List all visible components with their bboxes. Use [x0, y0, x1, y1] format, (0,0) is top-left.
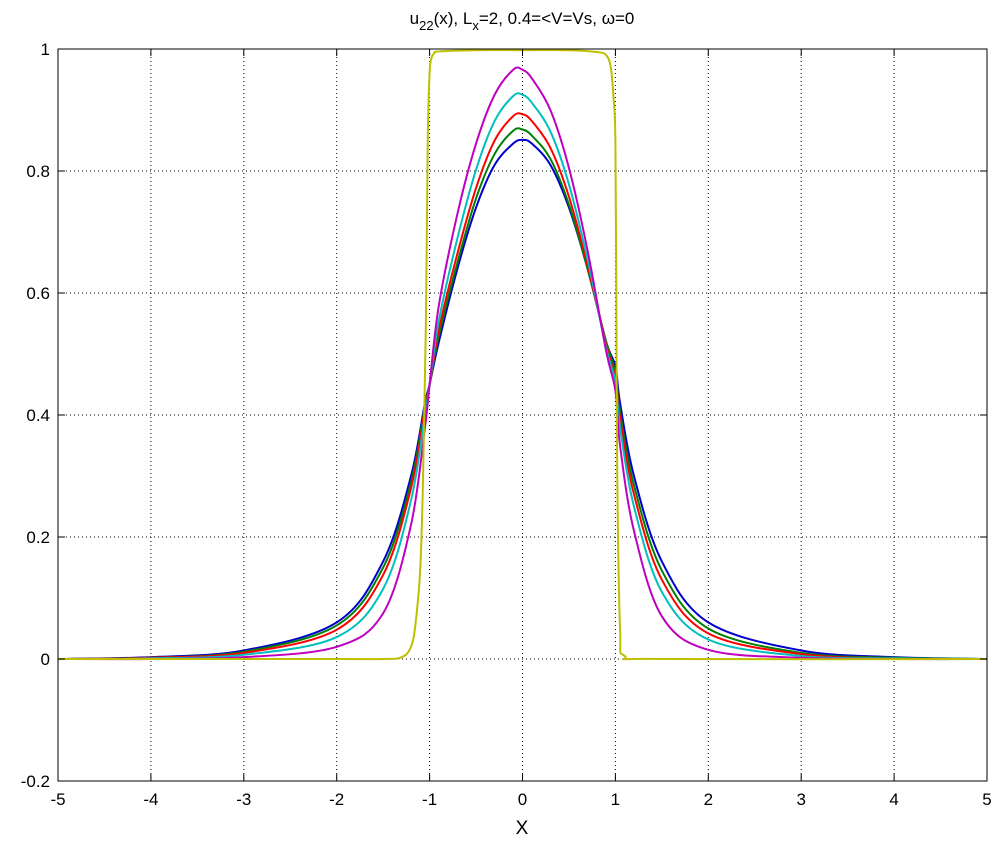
x-tick-label: -2	[329, 790, 344, 809]
title-L-subscript: x	[472, 18, 479, 33]
grid-lines	[58, 49, 987, 781]
title-part4: =0	[615, 9, 634, 28]
x-tick-label: -4	[143, 790, 158, 809]
title-u: u	[410, 9, 419, 28]
x-tick-label: 4	[889, 790, 898, 809]
title-omega: ω	[602, 9, 615, 28]
series-line-3	[57, 112, 988, 660]
chart-title: u22(x), Lx=2, 0.4=<V=Vs, ω=0	[410, 9, 635, 33]
axis-ticks: -5 -4 -3 -2 -1 0 1 2 3 4 5 -0.2 0 0.2 0.4 0.6 0.8 1	[21, 40, 992, 809]
title-part3: =2, 0.4=<V=Vs,	[479, 9, 602, 28]
series-line-5	[57, 66, 988, 661]
x-tick-label: -5	[50, 790, 65, 809]
y-tick-label: 0.2	[26, 528, 50, 547]
title-u-subscript: 22	[419, 18, 433, 33]
series-line-2	[57, 127, 988, 660]
x-tick-label: 0	[518, 790, 527, 809]
x-tick-label: 1	[611, 790, 620, 809]
y-tick-label: 1	[41, 40, 50, 59]
x-axis-label: X	[516, 818, 529, 839]
y-tick-label: -0.2	[21, 772, 50, 791]
series-lines	[57, 49, 988, 661]
x-tick-label: 2	[704, 790, 713, 809]
series-line-4	[57, 92, 988, 660]
series-line-1	[57, 138, 988, 660]
title-part2: (x), L	[434, 9, 473, 28]
y-tick-label: 0.8	[26, 162, 50, 181]
x-tick-label: -1	[422, 790, 437, 809]
x-tick-label: -3	[236, 790, 251, 809]
series-line-6	[57, 49, 988, 661]
x-tick-label: 3	[796, 790, 805, 809]
x-tick-label: 5	[982, 790, 991, 809]
y-tick-label: 0.6	[26, 284, 50, 303]
y-tick-label: 0	[41, 650, 50, 669]
y-tick-label: 0.4	[26, 406, 50, 425]
